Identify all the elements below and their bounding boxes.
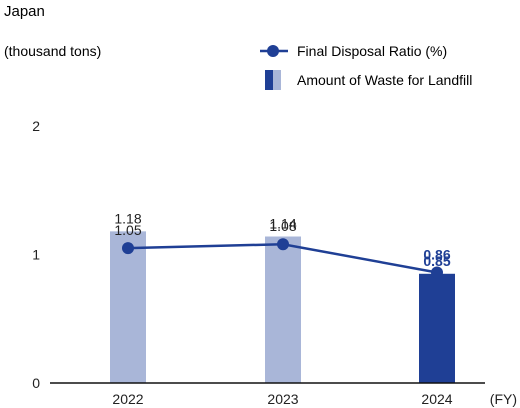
line-point bbox=[277, 238, 289, 251]
legend-line-label: Final Disposal Ratio (%) bbox=[297, 43, 447, 59]
legend-bar-label: Amount of Waste for Landfill bbox=[297, 72, 472, 88]
y-unit-label: (thousand tons) bbox=[4, 43, 101, 59]
y-tick-label: 1 bbox=[32, 247, 40, 263]
bar bbox=[419, 273, 455, 383]
legend-line-marker bbox=[267, 45, 279, 57]
line-value-label: 1.08 bbox=[269, 218, 296, 234]
x-axis: 2022 2023 2024 (FY) bbox=[50, 382, 517, 407]
x-tick-label: 2024 bbox=[421, 391, 452, 407]
y-tick-label: 2 bbox=[32, 118, 40, 134]
x-unit-label: (FY) bbox=[490, 391, 517, 407]
x-tick-label: 2022 bbox=[112, 391, 143, 407]
line-value-label: 1.05 bbox=[114, 222, 141, 238]
line-point bbox=[122, 242, 134, 255]
bar bbox=[265, 236, 301, 383]
chart-title: Japan bbox=[4, 3, 45, 20]
bar-value-label: 0.85 bbox=[423, 253, 450, 269]
line-point bbox=[431, 266, 443, 279]
bar-value-label: 1.18 bbox=[114, 210, 141, 226]
legend-bar-swatch-dark bbox=[265, 70, 273, 90]
line-value-label: 0.86 bbox=[423, 246, 450, 262]
legend: Final Disposal Ratio (%) Amount of Waste… bbox=[260, 43, 472, 90]
y-axis: 0 1 2 bbox=[32, 118, 40, 391]
y-tick-label: 0 bbox=[32, 375, 40, 391]
legend-bar-swatch-light bbox=[273, 70, 281, 90]
line-series: 1.05 1.08 0.86 bbox=[114, 218, 451, 279]
bar-value-label: 1.14 bbox=[269, 216, 296, 232]
bars: 1.18 1.14 0.85 bbox=[110, 210, 455, 383]
bar bbox=[110, 231, 146, 383]
x-tick-label: 2023 bbox=[267, 391, 298, 407]
